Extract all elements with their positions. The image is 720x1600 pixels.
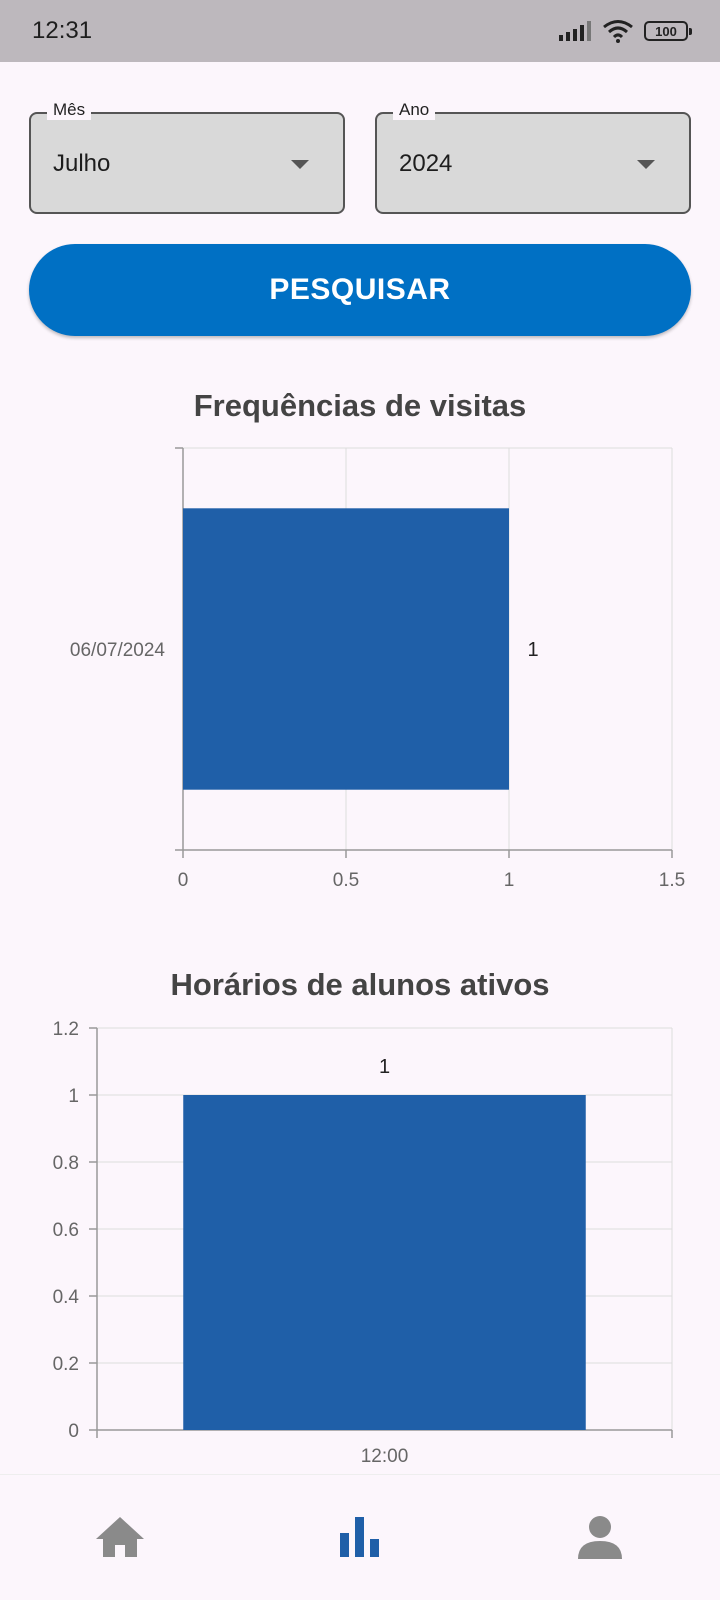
- visits-frequency-chart: 0 0.5 1 1.5 06/07/2024 1: [70, 447, 685, 891]
- bar: [183, 508, 509, 790]
- y-tick-label: 1: [68, 1086, 79, 1107]
- y-tick-label: 0.6: [53, 1220, 79, 1241]
- bar: [183, 1095, 586, 1430]
- nav-home[interactable]: [90, 1505, 150, 1565]
- y-tick-label: 0.8: [53, 1153, 79, 1174]
- search-button[interactable]: PESQUISAR: [29, 244, 691, 336]
- status-time: 12:31: [32, 17, 93, 44]
- month-label: Mês: [47, 100, 92, 120]
- x-tick-label: 0.5: [333, 870, 359, 891]
- x-tick-label: 1: [504, 870, 515, 891]
- visits-chart-title: Frequências de visitas: [193, 388, 527, 423]
- y-tick-label: 0: [68, 1421, 79, 1442]
- wifi-icon: [603, 20, 633, 43]
- x-tick-label: 1.5: [659, 870, 685, 891]
- category-label: 06/07/2024: [70, 640, 166, 661]
- nav-profile[interactable]: [570, 1505, 630, 1565]
- data-label: 1: [527, 639, 538, 661]
- signal-icon: [559, 21, 591, 41]
- month-value: Julho: [53, 150, 111, 177]
- category-label: 12:00: [361, 1446, 409, 1467]
- bottom-navigation: [0, 1474, 720, 1600]
- chevron-down-icon: [291, 160, 309, 169]
- y-tick-label: 0.2: [53, 1354, 79, 1375]
- active-hours-chart: 0 0.2 0.4 0.6 0.8 1 1.2 12:00 1: [53, 1019, 673, 1467]
- battery-level: 100: [655, 23, 677, 39]
- year-label: Ano: [393, 100, 436, 120]
- person-icon: [578, 1516, 622, 1559]
- chevron-down-icon: [637, 160, 655, 169]
- y-tick-label: 1.2: [53, 1019, 79, 1040]
- battery-icon: 100: [644, 21, 692, 41]
- bar-chart-icon: [340, 1517, 379, 1557]
- active-hours-chart-title: Horários de alunos ativos: [170, 967, 550, 1002]
- status-bar: 12:31 100: [0, 0, 720, 62]
- data-label: 1: [379, 1056, 390, 1078]
- x-tick-label: 0: [178, 870, 189, 891]
- nav-reports[interactable]: [330, 1505, 390, 1565]
- year-value: 2024: [399, 150, 453, 177]
- y-tick-label: 0.4: [53, 1287, 80, 1308]
- home-icon: [96, 1517, 144, 1557]
- status-icons: 100: [558, 19, 692, 43]
- year-dropdown[interactable]: Ano 2024: [375, 100, 691, 214]
- month-dropdown[interactable]: Mês Julho: [29, 100, 345, 214]
